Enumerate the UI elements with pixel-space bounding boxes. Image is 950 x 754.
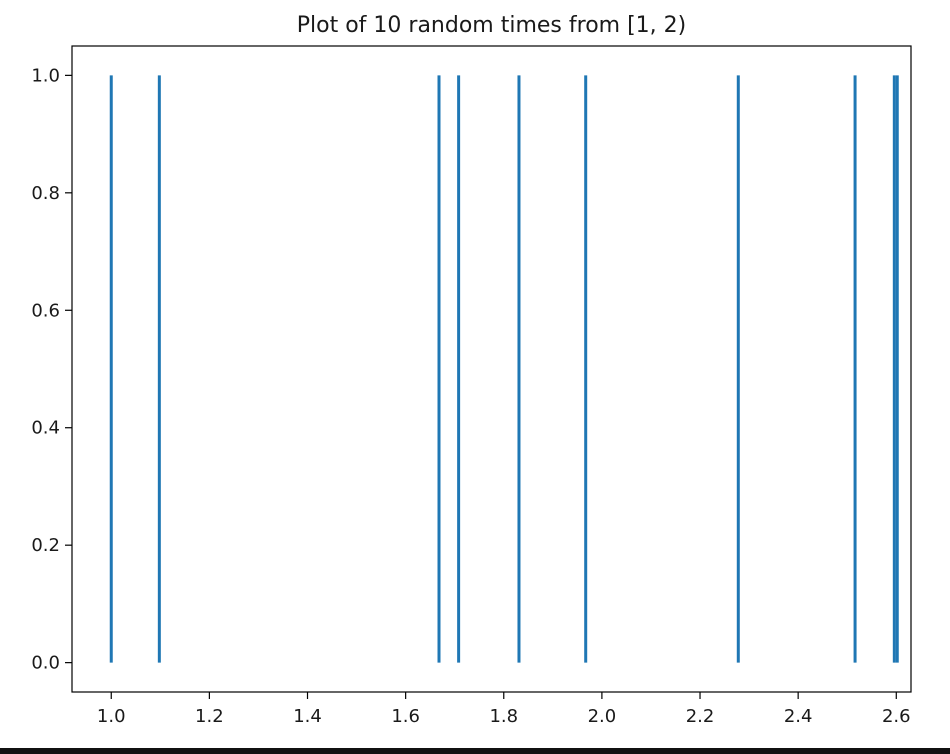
x-tick-label: 2.2: [686, 706, 715, 727]
x-tick-label: 1.4: [293, 706, 322, 727]
bottom-border: [0, 748, 950, 754]
x-axis: 1.0 1.2 1.4 1.6 1.8 2.0 2.2 2.4 2.6: [97, 692, 911, 727]
x-tick-label: 2.0: [588, 706, 617, 727]
y-tick-label: 0.6: [31, 300, 60, 321]
chart-title: Plot of 10 random times from [1, 2): [297, 13, 686, 38]
x-tick-label: 1.0: [97, 706, 126, 727]
event-lines: [109, 75, 899, 663]
x-tick-label: 1.8: [489, 706, 518, 727]
y-axis: 0.0 0.2 0.4 0.6 0.8 1.0: [31, 65, 72, 674]
y-tick-label: 0.0: [31, 653, 60, 674]
x-tick-label: 1.6: [391, 706, 420, 727]
y-tick-label: 0.2: [31, 535, 60, 556]
y-tick-label: 0.8: [31, 183, 60, 204]
x-tick-label: 1.2: [195, 706, 224, 727]
y-tick-label: 0.4: [31, 418, 60, 439]
x-tick-label: 2.4: [784, 706, 813, 727]
x-tick-label: 2.6: [882, 706, 911, 727]
y-tick-label: 1.0: [31, 65, 60, 86]
plot-frame: [71, 45, 912, 693]
